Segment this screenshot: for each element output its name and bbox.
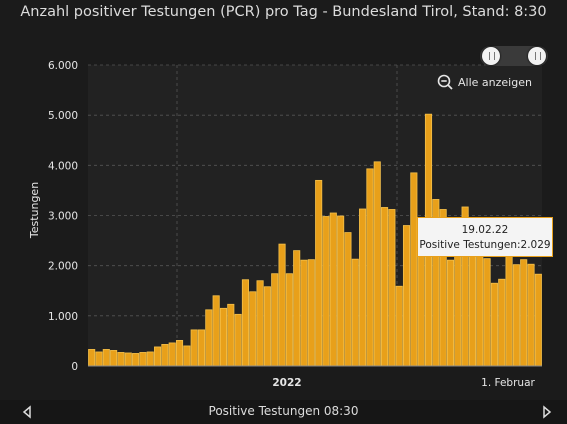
bar[interactable]: [154, 346, 162, 367]
zoom-out-icon: [437, 74, 453, 90]
bar[interactable]: [88, 349, 96, 367]
bar[interactable]: [388, 209, 396, 367]
series-label: Positive Testungen 08:30: [208, 404, 359, 418]
chart-title: Anzahl positiver Testungen (PCR) pro Tag…: [20, 4, 547, 20]
y-tick-label: 6.000: [48, 60, 78, 72]
zoom-range-slider[interactable]: [480, 46, 548, 66]
y-tick-label: 0: [71, 361, 78, 373]
bar[interactable]: [263, 286, 271, 367]
show-all-label: Alle anzeigen: [458, 75, 532, 89]
bar[interactable]: [344, 232, 352, 367]
bar[interactable]: [410, 172, 418, 367]
show-all-button[interactable]: Alle anzeigen: [437, 72, 532, 92]
bar[interactable]: [95, 351, 103, 367]
bar[interactable]: [446, 259, 455, 367]
bar[interactable]: [168, 342, 176, 367]
bar[interactable]: [132, 353, 140, 367]
bar[interactable]: [197, 329, 206, 367]
y-tick-label: 5.000: [48, 110, 78, 122]
bar[interactable]: [307, 259, 315, 367]
bar[interactable]: [175, 340, 184, 367]
footer-bar: Positive Testungen 08:30: [0, 400, 567, 424]
bar[interactable]: [212, 295, 220, 367]
bar[interactable]: [505, 255, 513, 367]
x-tick-label: 1. Februar: [481, 377, 535, 389]
y-tick-label: 3.000: [48, 211, 78, 223]
bar[interactable]: [534, 273, 542, 367]
bar[interactable]: [366, 168, 374, 367]
bar[interactable]: [110, 350, 118, 367]
bar[interactable]: [124, 352, 132, 367]
bar[interactable]: [527, 263, 535, 367]
bar[interactable]: [234, 313, 242, 367]
bar[interactable]: [498, 278, 506, 367]
bar[interactable]: [219, 307, 228, 367]
tooltip-date: 19.02.22: [461, 224, 509, 236]
bar[interactable]: [241, 279, 249, 367]
bar[interactable]: [359, 208, 367, 367]
bar[interactable]: [417, 251, 425, 367]
bar[interactable]: [351, 258, 359, 367]
bar[interactable]: [139, 352, 147, 367]
bar[interactable]: [227, 303, 235, 367]
bar[interactable]: [512, 264, 520, 367]
bar[interactable]: [102, 349, 110, 367]
bar[interactable]: [278, 243, 286, 367]
bar[interactable]: [490, 282, 498, 367]
bar[interactable]: [161, 344, 169, 367]
bar[interactable]: [381, 207, 389, 367]
bar[interactable]: [249, 291, 257, 367]
bar[interactable]: [146, 351, 154, 367]
chevron-left-icon[interactable]: [20, 405, 34, 419]
bar[interactable]: [373, 161, 381, 367]
slider-left-handle[interactable]: [482, 47, 500, 65]
tooltip-value: Positive Testungen:2.029: [419, 239, 551, 251]
bar[interactable]: [293, 250, 301, 367]
bar[interactable]: [256, 280, 264, 367]
bar[interactable]: [329, 212, 337, 367]
bar[interactable]: [402, 225, 411, 367]
y-tick-label: 1.000: [48, 311, 78, 323]
bar[interactable]: [271, 273, 279, 367]
bar[interactable]: [315, 179, 323, 367]
x-tick-label: 2022: [272, 377, 301, 389]
bar[interactable]: [183, 345, 191, 367]
y-tick-label: 2.000: [48, 261, 78, 273]
slider-right-handle[interactable]: [528, 47, 546, 65]
y-axis-label: Testungen: [28, 182, 41, 239]
bar[interactable]: [117, 352, 125, 367]
bar[interactable]: [337, 215, 345, 367]
bar[interactable]: [322, 216, 330, 367]
bar[interactable]: [483, 258, 491, 367]
chevron-right-icon[interactable]: [540, 405, 554, 419]
bar[interactable]: [190, 329, 198, 367]
bar[interactable]: [285, 273, 293, 367]
bar[interactable]: [205, 309, 213, 367]
data-tooltip: 19.02.22 Positive Testungen:2.029: [417, 217, 553, 257]
bar[interactable]: [520, 259, 528, 367]
bar[interactable]: [395, 285, 403, 367]
bar[interactable]: [300, 259, 308, 367]
y-tick-label: 4.000: [48, 160, 78, 172]
